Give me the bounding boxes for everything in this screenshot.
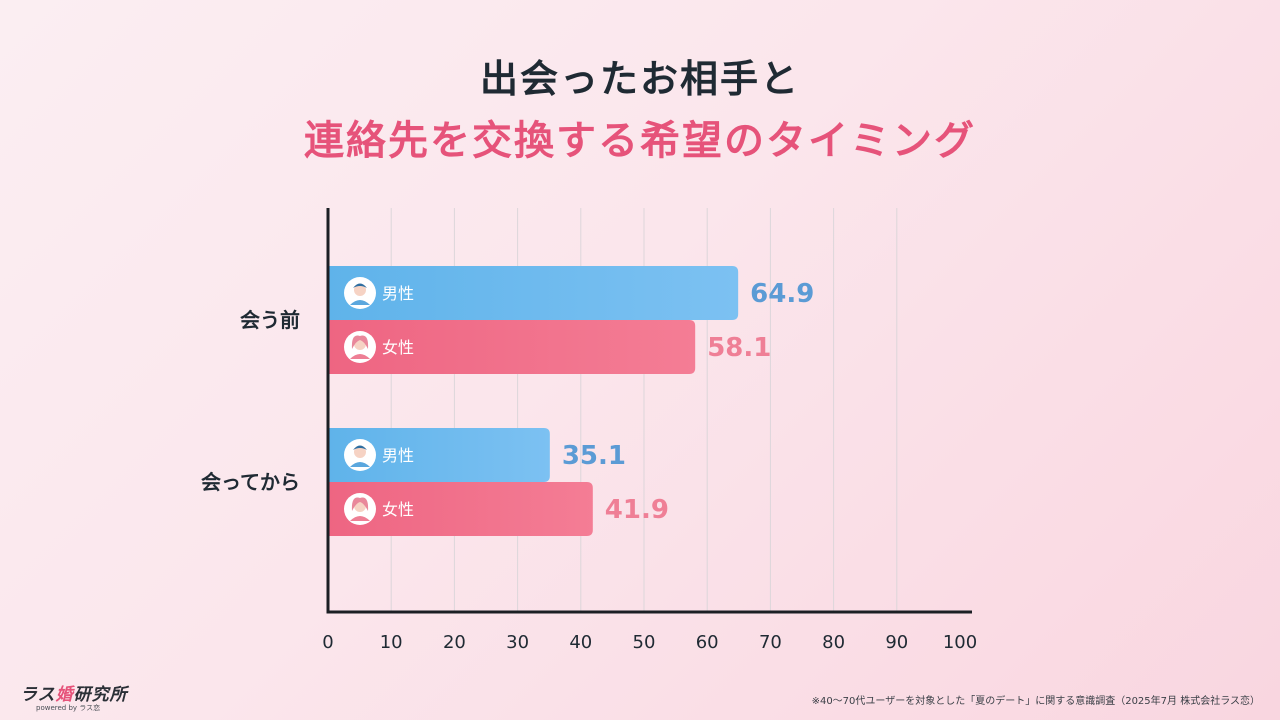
logo-accent: 婚 bbox=[55, 685, 74, 705]
value-label: 64.9 bbox=[750, 279, 814, 309]
x-tick-label: 40 bbox=[569, 632, 592, 653]
x-tick-label: 90 bbox=[885, 632, 908, 653]
bar-group: 男性 35.1 bbox=[328, 428, 626, 482]
logo-wordmark: ラス婚研究所 bbox=[20, 680, 128, 705]
chart-title-line2: 連絡先を交換する希望のタイミング bbox=[304, 118, 976, 164]
bar-group: 女性 41.9 bbox=[328, 482, 669, 536]
male-avatar-icon bbox=[344, 439, 376, 471]
axes bbox=[326, 208, 972, 614]
bar bbox=[328, 482, 593, 536]
series-label: 女性 bbox=[382, 500, 414, 519]
bar bbox=[328, 320, 696, 374]
x-tick-label: 100 bbox=[943, 632, 977, 653]
value-label: 35.1 bbox=[562, 441, 626, 471]
x-tick-label: 50 bbox=[633, 632, 656, 653]
x-tick-label: 0 bbox=[322, 632, 333, 653]
logo-subtitle: powered by ラス恋 bbox=[36, 704, 101, 712]
category-label: 会う前 bbox=[240, 308, 300, 332]
x-tick-label: 60 bbox=[696, 632, 719, 653]
category-label: 会ってから bbox=[201, 470, 300, 494]
bar bbox=[328, 266, 739, 320]
x-tick-label: 70 bbox=[759, 632, 782, 653]
chart-title-line1: 出会ったお相手と bbox=[479, 57, 800, 101]
female-avatar-icon bbox=[344, 331, 376, 363]
x-tick-label: 20 bbox=[443, 632, 466, 653]
value-label: 41.9 bbox=[605, 495, 669, 525]
source-footnote: ※40〜70代ユーザーを対象とした「夏のデート」に関する意識調査（2025年7月… bbox=[811, 696, 1260, 707]
x-tick-label: 30 bbox=[506, 632, 529, 653]
series-label: 男性 bbox=[382, 284, 414, 303]
x-tick-label: 10 bbox=[380, 632, 403, 653]
bar-group: 男性 64.9 bbox=[328, 266, 814, 320]
series-label: 男性 bbox=[382, 446, 414, 465]
logo-prefix: ラス bbox=[20, 685, 56, 705]
logo-suffix: 研究所 bbox=[73, 685, 128, 705]
male-avatar-icon bbox=[344, 277, 376, 309]
bars: 男性 64.9 女性 58.1 男性 35.1 女性 41.9 bbox=[328, 266, 814, 536]
female-avatar-icon bbox=[344, 493, 376, 525]
series-label: 女性 bbox=[382, 338, 414, 357]
bar bbox=[328, 428, 550, 482]
bar-group: 女性 58.1 bbox=[328, 320, 771, 374]
x-tick-labels: 0 10 20 30 40 50 60 70 80 90 100 bbox=[322, 632, 977, 653]
brand-logo: ラス婚研究所 powered by ラス恋 bbox=[20, 680, 128, 713]
x-tick-label: 80 bbox=[822, 632, 845, 653]
value-label: 58.1 bbox=[707, 333, 771, 363]
